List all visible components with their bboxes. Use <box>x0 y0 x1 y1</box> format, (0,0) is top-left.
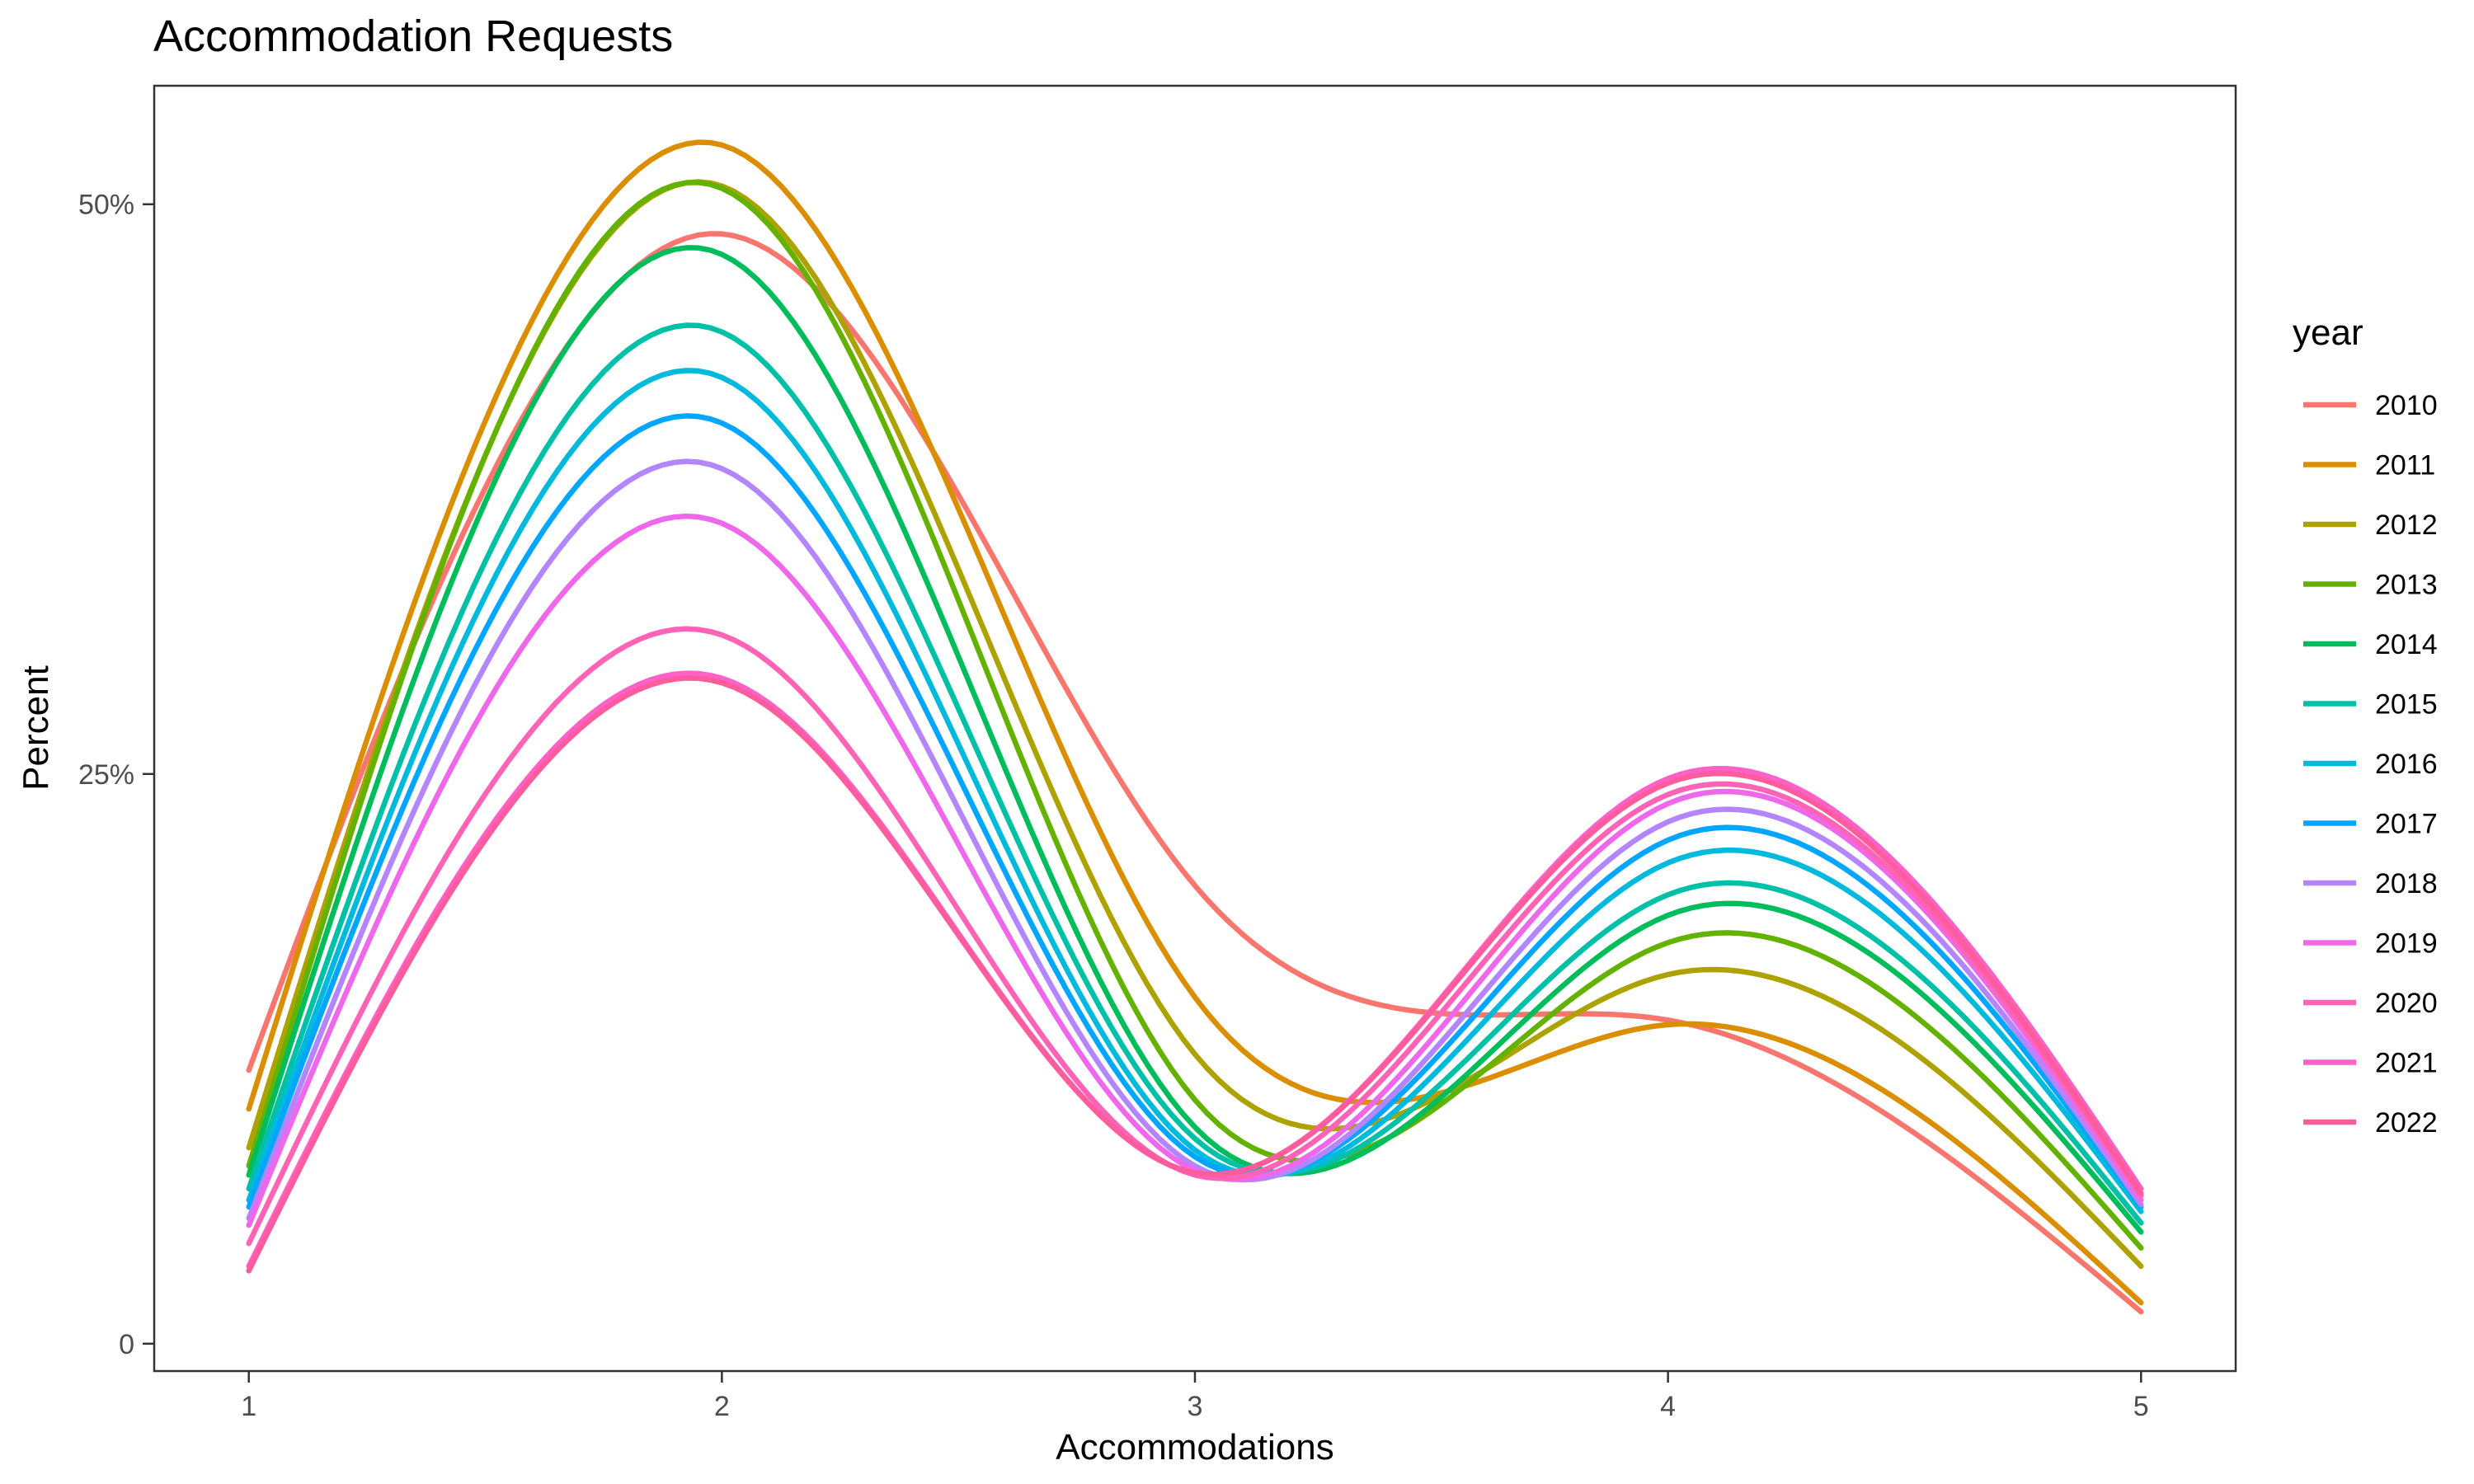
legend-label-2015: 2015 <box>2375 689 2438 721</box>
legend-label-2010: 2010 <box>2375 390 2438 421</box>
legend-item-2020: 2020 <box>2303 988 2438 1019</box>
plot-panel <box>153 84 2237 1373</box>
legend-items: 2010 2011 2012 2013 2014 2015 2016 2017 2018 2019… <box>2303 390 2438 1139</box>
legend-label-2020: 2020 <box>2375 988 2438 1019</box>
series-line-2022 <box>246 675 2144 1274</box>
x-tick-label: 4 <box>1660 1391 1676 1422</box>
series-layer <box>246 139 2144 1315</box>
legend-item-2017: 2017 <box>2303 809 2438 840</box>
y-tick-label: 50% <box>78 190 134 221</box>
legend: year 20102011201220132014201520162017201… <box>2293 312 2438 1139</box>
legend-item-2014: 2014 <box>2303 629 2438 660</box>
series-line-2014 <box>246 245 2144 1235</box>
x-axis: 1 2 3 4 5 <box>241 1371 2149 1422</box>
legend-item-2019: 2019 <box>2303 928 2438 960</box>
legend-label-2019: 2019 <box>2375 928 2438 960</box>
x-tick-label: 2 <box>714 1391 730 1422</box>
legend-label-2017: 2017 <box>2375 809 2438 840</box>
legend-label-2014: 2014 <box>2375 629 2438 660</box>
legend-item-2012: 2012 <box>2303 510 2438 541</box>
series-line-2015 <box>246 322 2144 1226</box>
x-tick-label: 3 <box>1188 1391 1203 1422</box>
series-line-2018 <box>246 458 2144 1222</box>
legend-item-2016: 2016 <box>2303 749 2438 780</box>
x-tick-label: 1 <box>241 1391 256 1422</box>
series-line-2013 <box>246 180 2144 1251</box>
x-tick-label: 5 <box>2133 1391 2149 1422</box>
series-line-2016 <box>246 368 2144 1214</box>
legend-label-2012: 2012 <box>2375 510 2438 541</box>
legend-label-2021: 2021 <box>2375 1048 2438 1079</box>
legend-item-2022: 2022 <box>2303 1107 2438 1139</box>
legend-item-2015: 2015 <box>2303 689 2438 721</box>
legend-label-2018: 2018 <box>2375 868 2438 899</box>
y-axis-title: Percent <box>16 665 56 791</box>
legend-label-2013: 2013 <box>2375 570 2438 601</box>
legend-label-2011: 2011 <box>2375 450 2435 481</box>
legend-label-2016: 2016 <box>2375 749 2438 780</box>
legend-item-2010: 2010 <box>2303 390 2438 421</box>
legend-label-2022: 2022 <box>2375 1107 2438 1139</box>
legend-title: year <box>2293 312 2363 353</box>
y-tick-label: 25% <box>78 759 134 791</box>
legend-item-2021: 2021 <box>2303 1048 2438 1079</box>
y-axis: 0 25% 50% <box>78 190 154 1360</box>
series-line-2011 <box>246 139 2144 1306</box>
y-tick-label: 0 <box>119 1329 134 1360</box>
legend-item-2018: 2018 <box>2303 868 2438 899</box>
chart-title: Accommodation Requests <box>153 12 673 61</box>
x-axis-title: Accommodations <box>1056 1427 1333 1468</box>
legend-item-2011: 2011 <box>2303 450 2435 481</box>
legend-item-2013: 2013 <box>2303 570 2438 601</box>
series-line-2017 <box>246 413 2144 1210</box>
